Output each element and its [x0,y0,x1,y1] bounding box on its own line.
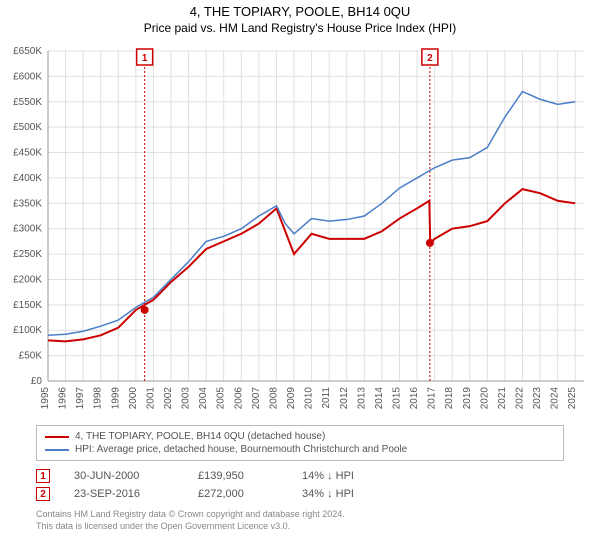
svg-text:2014: 2014 [374,387,385,410]
svg-text:1999: 1999 [110,387,121,410]
footer-line: Contains HM Land Registry data © Crown c… [36,509,564,521]
svg-text:£100K: £100K [13,325,42,336]
legend-label: HPI: Average price, detached house, Bour… [75,444,407,455]
sale-pct: 14% ↓ HPI [302,470,402,482]
svg-text:2009: 2009 [286,387,297,410]
svg-text:2000: 2000 [128,387,139,410]
svg-text:2008: 2008 [268,387,279,410]
svg-text:£250K: £250K [13,249,42,260]
svg-text:2011: 2011 [321,387,332,409]
svg-text:1996: 1996 [58,387,69,410]
sale-price: £139,950 [198,470,278,482]
sale-pct: 34% ↓ HPI [302,488,402,500]
svg-text:£450K: £450K [13,148,42,159]
page-subtitle: Price paid vs. HM Land Registry's House … [0,19,600,41]
svg-text:2024: 2024 [550,387,561,410]
svg-text:£350K: £350K [13,198,42,209]
svg-text:2020: 2020 [479,387,490,410]
svg-text:2003: 2003 [181,387,192,410]
line-chart: £0 £50K £100K £150K £200K £250K £300K £350K £400… [0,41,600,421]
svg-text:2010: 2010 [304,387,315,410]
svg-text:2001: 2001 [145,387,156,410]
legend-item: HPI: Average price, detached house, Bour… [45,443,555,456]
svg-text:2016: 2016 [409,387,420,410]
svg-text:2019: 2019 [462,387,473,410]
svg-text:2017: 2017 [427,387,438,410]
svg-text:2: 2 [427,53,433,64]
svg-text:2018: 2018 [444,387,455,410]
sale-price: £272,000 [198,488,278,500]
svg-text:1: 1 [142,53,148,64]
sale-marker-box: 1 [36,469,50,483]
svg-text:2023: 2023 [532,387,543,410]
sales-list: 1 30-JUN-2000 £139,950 14% ↓ HPI 2 23-SEP-201… [0,467,600,503]
svg-text:2004: 2004 [198,387,209,410]
legend-item: 4, THE TOPIARY, POOLE, BH14 0QU (detache… [45,430,555,443]
svg-text:2006: 2006 [233,387,244,410]
svg-text:2007: 2007 [251,387,262,410]
svg-text:2005: 2005 [216,387,227,410]
svg-text:1998: 1998 [93,387,104,410]
chart-area: £0 £50K £100K £150K £200K £250K £300K £350K £400… [0,41,600,421]
svg-text:2013: 2013 [356,387,367,410]
svg-text:2002: 2002 [163,387,174,410]
sale-date: 23-SEP-2016 [74,488,174,500]
svg-text:£150K: £150K [13,300,42,311]
svg-text:£200K: £200K [13,274,42,285]
sale-row: 2 23-SEP-2016 £272,000 34% ↓ HPI [0,485,600,503]
sale-date: 30-JUN-2000 [74,470,174,482]
footer-line: This data is licensed under the Open Gov… [36,521,564,533]
svg-text:2012: 2012 [339,387,350,410]
svg-text:£0: £0 [31,376,43,387]
sale-row: 1 30-JUN-2000 £139,950 14% ↓ HPI [0,467,600,485]
footer-attribution: Contains HM Land Registry data © Crown c… [0,503,600,532]
svg-text:2022: 2022 [514,387,525,410]
sale-marker-box: 2 [36,487,50,501]
svg-text:£50K: £50K [19,351,43,362]
legend: 4, THE TOPIARY, POOLE, BH14 0QU (detache… [36,425,564,461]
svg-text:£600K: £600K [13,71,42,82]
legend-swatch [45,436,69,438]
svg-text:£400K: £400K [13,173,42,184]
svg-text:2015: 2015 [391,387,402,410]
legend-label: 4, THE TOPIARY, POOLE, BH14 0QU (detache… [75,431,325,442]
svg-text:£500K: £500K [13,122,42,133]
svg-text:£550K: £550K [13,97,42,108]
page-title: 4, THE TOPIARY, POOLE, BH14 0QU [0,0,600,19]
svg-text:£300K: £300K [13,224,42,235]
svg-text:£650K: £650K [13,46,42,57]
svg-text:1995: 1995 [40,387,51,410]
svg-text:1997: 1997 [75,387,86,410]
legend-swatch [45,449,69,451]
svg-text:2025: 2025 [567,387,578,410]
svg-text:2021: 2021 [497,387,508,410]
